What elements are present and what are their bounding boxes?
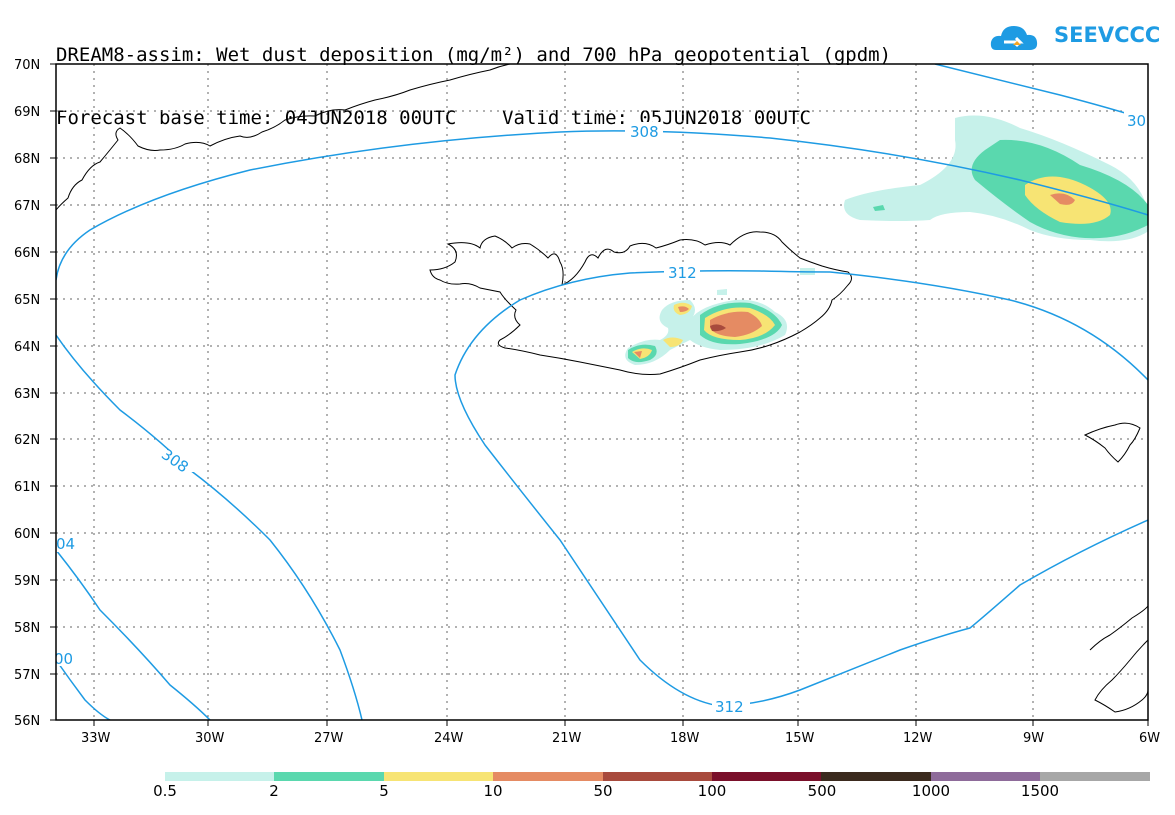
lat-label-59n: 59N xyxy=(14,574,40,589)
faroe-coast xyxy=(1083,422,1141,463)
contour-label-300-ne: 30 xyxy=(1127,112,1146,130)
lon-label-30w: 30W xyxy=(195,731,225,746)
lat-label-67n: 67N xyxy=(14,199,40,214)
legend-swatch-6 xyxy=(821,772,931,781)
lon-label-12w: 12W xyxy=(903,731,933,746)
geopotential-contours xyxy=(56,64,1148,720)
legend-label-1: 2 xyxy=(269,782,279,800)
legend-swatch-1 xyxy=(274,772,384,781)
legend-swatch-3 xyxy=(493,772,603,781)
cloud-arrow-icon xyxy=(990,26,1038,50)
legend-label-7: 1000 xyxy=(911,782,951,800)
legend-swatch-2 xyxy=(383,772,494,781)
legend-swatch-7 xyxy=(930,772,1041,781)
lat-label-57n: 57N xyxy=(14,668,40,683)
contour-312 xyxy=(454,270,1148,707)
contour-304 xyxy=(56,549,211,720)
title-line-1: DREAM8-assim: Wet dust deposition (mg/m²… xyxy=(56,44,892,66)
contour-300-ne xyxy=(934,64,1148,121)
lat-label-56n: 56N xyxy=(14,714,40,729)
lat-label-63n: 63N xyxy=(14,387,40,402)
lon-label-21w: 21W xyxy=(552,731,582,746)
contour-label-308-north: 308 xyxy=(630,123,659,141)
tick-marks xyxy=(50,63,1149,726)
logo-text: SEEVCCC xyxy=(1054,23,1161,47)
lat-label-58n: 58N xyxy=(14,621,40,636)
lat-label-60n: 60N xyxy=(14,527,40,542)
contour-308-south xyxy=(56,334,363,720)
contour-label-312-south: 312 xyxy=(715,698,744,716)
legend-swatch-0 xyxy=(165,772,275,781)
legend-label-6: 500 xyxy=(807,782,837,800)
map-frame xyxy=(55,63,1149,721)
contour-label-304: 04 xyxy=(56,535,75,553)
legend-swatch-8 xyxy=(1040,772,1150,781)
greenland-coast xyxy=(56,64,511,211)
scotland-coast xyxy=(1089,605,1148,713)
lat-label-64n: 64N xyxy=(14,340,40,355)
legend-label-0: 0.5 xyxy=(153,782,177,800)
lat-label-61n: 61N xyxy=(14,480,40,495)
lat-label-70n: 70N xyxy=(14,58,40,73)
iceland-coast xyxy=(429,231,852,375)
legend-label-8: 1500 xyxy=(1020,782,1060,800)
lon-label-15w: 15W xyxy=(785,731,815,746)
legend-swatch-5 xyxy=(711,772,822,781)
dust-deposition-iceland xyxy=(625,268,815,365)
seevccc-logo xyxy=(990,26,1038,50)
contour-label-300-sw: 00 xyxy=(54,650,73,668)
legend-label-5: 100 xyxy=(697,782,727,800)
lat-label-69n: 69N xyxy=(14,105,40,120)
legend-swatch-4 xyxy=(602,772,712,781)
coastlines xyxy=(56,64,1148,713)
title-line-2: Forecast base time: 04JUN2018 00UTC Vali… xyxy=(56,107,811,129)
contour-308-north xyxy=(56,130,1148,281)
contour-label-312-north: 312 xyxy=(668,264,697,282)
contour-300-sw xyxy=(56,659,111,720)
color-legend-bar xyxy=(165,772,1150,781)
lon-label-6w: 6W xyxy=(1139,731,1160,746)
lat-label-65n: 65N xyxy=(14,293,40,308)
legend-label-2: 5 xyxy=(379,782,389,800)
lon-label-24w: 24W xyxy=(434,731,464,746)
lon-label-27w: 27W xyxy=(314,731,344,746)
lon-label-9w: 9W xyxy=(1023,731,1044,746)
longitude-labels: 33W 30W 27W 24W 21W 18W 15W 12W 9W 6W xyxy=(81,731,1160,746)
legend-label-3: 10 xyxy=(483,782,503,800)
latitude-labels: 70N 69N 68N 67N 66N 65N 64N 63N 62N 61N … xyxy=(14,58,40,729)
legend-label-4: 50 xyxy=(593,782,613,800)
dust-deposition-northeast xyxy=(844,115,1148,242)
lat-label-66n: 66N xyxy=(14,246,40,261)
lat-label-62n: 62N xyxy=(14,433,40,448)
lat-label-68n: 68N xyxy=(14,152,40,167)
map-title: DREAM8-assim: Wet dust deposition (mg/m²… xyxy=(56,3,891,150)
lon-label-18w: 18W xyxy=(670,731,700,746)
color-legend-labels: 0.5 2 5 10 50 100 500 1000 1500 xyxy=(0,782,1175,804)
lon-label-33w: 33W xyxy=(81,731,111,746)
